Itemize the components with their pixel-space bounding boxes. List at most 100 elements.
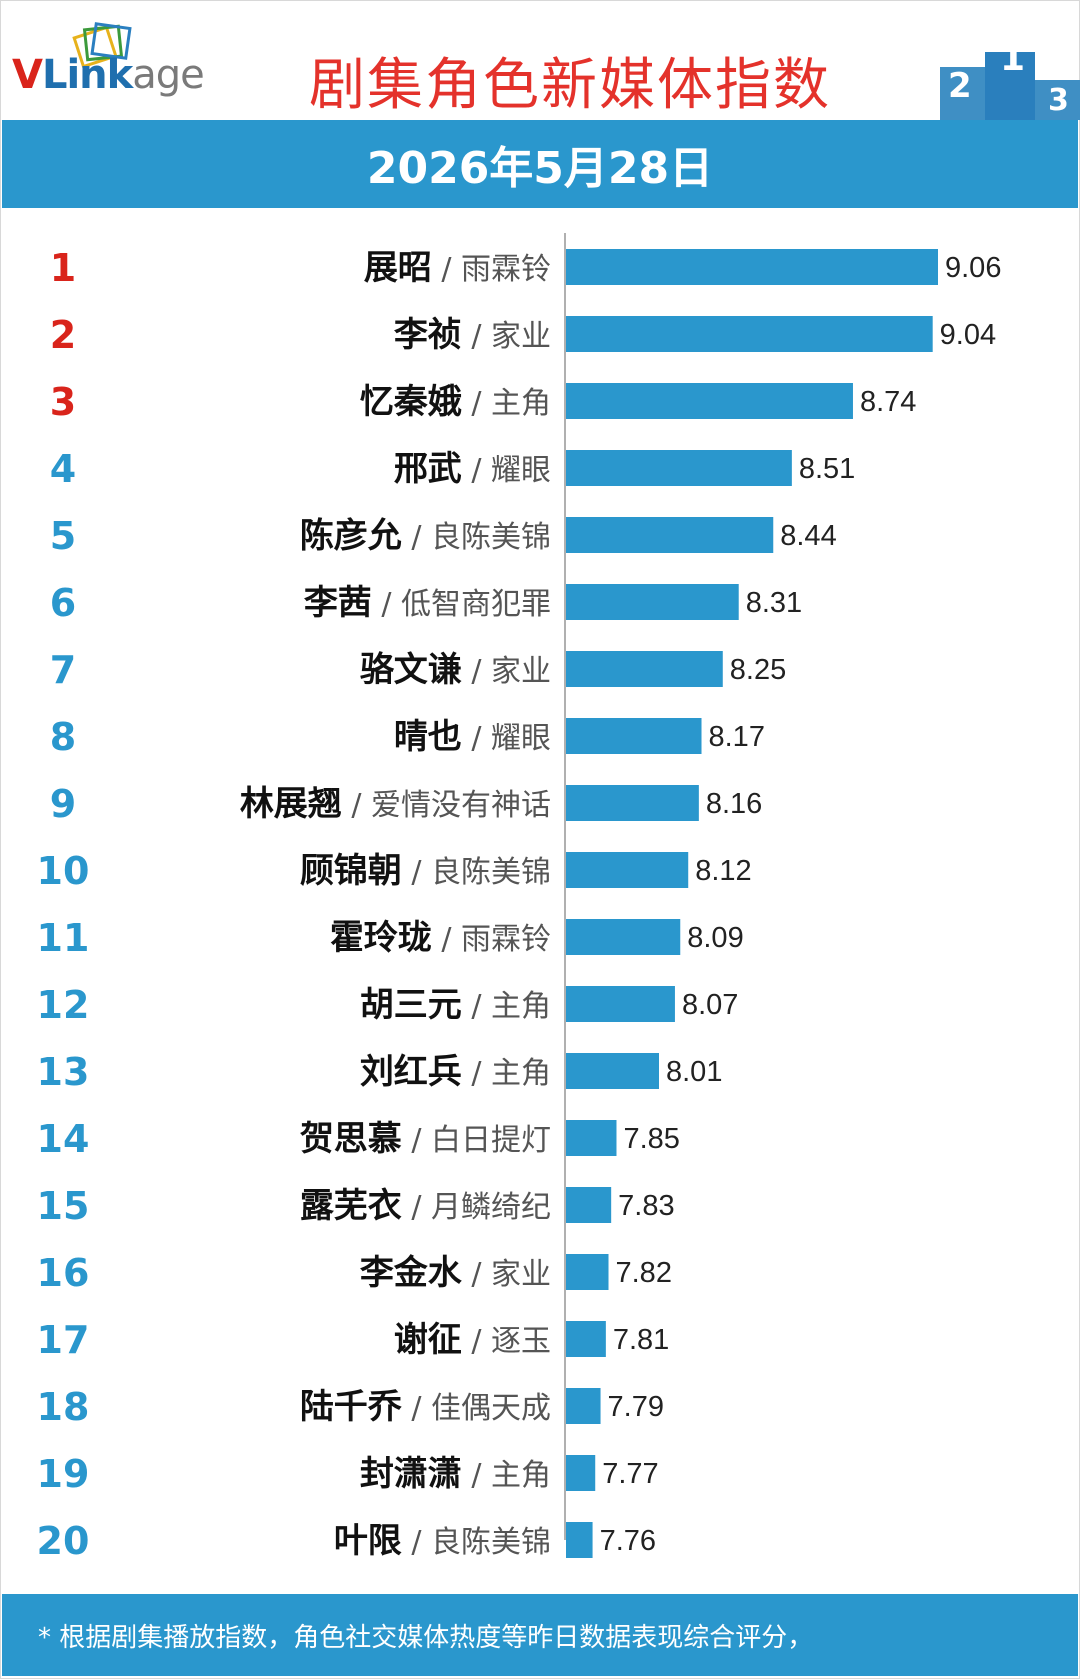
- value-label: 7.82: [616, 1257, 672, 1289]
- svg-text:1: 1: [1000, 38, 1025, 79]
- label-separator: /: [402, 855, 431, 890]
- value-label: 7.83: [618, 1190, 674, 1222]
- rank-number: 8: [50, 715, 76, 759]
- character-name: 李祯: [394, 315, 462, 355]
- label-separator: /: [462, 1458, 491, 1493]
- bar: [566, 1321, 606, 1357]
- value-label: 8.25: [730, 654, 786, 686]
- rank-number: 17: [37, 1318, 90, 1362]
- bar: [566, 316, 933, 352]
- value-label: 8.31: [746, 587, 802, 619]
- value-label: 8.17: [709, 721, 765, 753]
- date-banner: 2026年5月28日: [2, 120, 1078, 208]
- rank-number: 20: [37, 1519, 90, 1563]
- bar: [566, 1455, 596, 1491]
- character-name: 展昭: [364, 248, 432, 288]
- show-name: 耀眼: [491, 453, 551, 488]
- row-label: 顾锦朝 / 良陈美锦: [300, 851, 551, 891]
- row-label: 封潇潇 / 主角: [360, 1454, 551, 1494]
- character-name: 林展翘: [240, 784, 342, 824]
- bar: [566, 517, 774, 553]
- label-separator: /: [462, 1324, 491, 1359]
- page-title: 剧集角色新媒体指数: [309, 53, 831, 118]
- show-name: 主角: [491, 1056, 551, 1091]
- show-name: 月鳞绮纪: [431, 1190, 551, 1225]
- rank-number: 3: [50, 380, 76, 424]
- bar: [566, 785, 699, 821]
- value-label: 8.51: [799, 453, 855, 485]
- chart-date: 2026年5月28日: [366, 143, 714, 194]
- label-separator: /: [462, 453, 491, 488]
- value-label: 9.04: [940, 319, 996, 351]
- character-name: 陈彦允: [300, 516, 402, 556]
- vlinkage-logo: VLinkage: [12, 18, 242, 98]
- character-name: 邢武: [394, 449, 462, 489]
- row-label: 展昭 / 雨霖铃: [364, 248, 551, 288]
- show-name: 逐玉: [491, 1324, 551, 1359]
- row-label: 骆文谦 / 家业: [360, 650, 551, 690]
- label-separator: /: [402, 1391, 431, 1426]
- character-name: 骆文谦: [360, 650, 462, 690]
- bar: [566, 852, 689, 888]
- rank-number: 14: [37, 1117, 90, 1161]
- logo-age: age: [132, 52, 205, 98]
- show-name: 耀眼: [491, 721, 551, 756]
- footer-note-banner: * 根据剧集播放指数，角色社交媒体热度等昨日数据表现综合评分，: [2, 1594, 1078, 1676]
- rank-number: 5: [50, 514, 76, 558]
- podium-icon: 2 1 3: [940, 38, 1080, 120]
- row-label: 林展翘 / 爱情没有神话: [240, 784, 551, 824]
- character-name: 胡三元: [360, 985, 462, 1025]
- show-name: 雨霖铃: [461, 252, 551, 287]
- row-label: 刘红兵 / 主角: [360, 1052, 551, 1092]
- bar: [566, 1120, 617, 1156]
- value-label: 7.76: [600, 1525, 656, 1557]
- value-label: 8.16: [706, 788, 762, 820]
- row-label: 陈彦允 / 良陈美锦: [300, 516, 551, 556]
- label-separator: /: [462, 721, 491, 756]
- row-label: 谢征 / 逐玉: [394, 1320, 551, 1360]
- value-label: 7.85: [623, 1123, 679, 1155]
- bar: [566, 1254, 609, 1290]
- value-label: 7.77: [602, 1458, 658, 1490]
- show-name: 爱情没有神话: [371, 788, 551, 823]
- bar: [566, 718, 702, 754]
- bar: [566, 1053, 659, 1089]
- show-name: 白日提灯: [431, 1123, 551, 1158]
- character-name: 陆千乔: [300, 1387, 403, 1427]
- rank-number: 19: [37, 1452, 90, 1496]
- character-name: 顾锦朝: [300, 851, 402, 891]
- rank-number: 16: [37, 1251, 90, 1295]
- logo-link: Link: [41, 52, 133, 98]
- character-name: 李茜: [304, 583, 372, 623]
- character-name: 忆秦娥: [360, 382, 462, 422]
- label-separator: /: [402, 1190, 431, 1225]
- rank-number: 15: [37, 1184, 90, 1228]
- rank-number: 7: [50, 648, 76, 692]
- row-label: 李祯 / 家业: [394, 315, 551, 355]
- show-name: 主角: [491, 989, 551, 1024]
- show-name: 家业: [491, 1257, 551, 1292]
- character-name: 叶限: [334, 1521, 402, 1561]
- rank-number: 1: [50, 246, 76, 290]
- show-name: 佳偶天成: [431, 1391, 551, 1426]
- character-name: 贺思慕: [300, 1119, 402, 1159]
- rank-number: 2: [50, 313, 76, 357]
- value-label: 8.44: [780, 520, 836, 552]
- character-name: 晴也: [394, 717, 462, 757]
- footer-note: * 根据剧集播放指数，角色社交媒体热度等昨日数据表现综合评分，: [38, 1622, 814, 1653]
- bar: [566, 450, 792, 486]
- bar: [566, 651, 723, 687]
- rank-number: 6: [50, 581, 76, 625]
- row-label: 忆秦娥 / 主角: [360, 382, 551, 422]
- bar: [566, 1187, 612, 1223]
- row-label: 贺思慕 / 白日提灯: [300, 1119, 551, 1159]
- character-name: 谢征: [394, 1320, 462, 1360]
- value-label: 8.74: [860, 386, 916, 418]
- show-name: 主角: [491, 386, 551, 421]
- value-label: 7.81: [613, 1324, 669, 1356]
- logo-frames-icon: [72, 22, 132, 69]
- label-separator: /: [402, 520, 431, 555]
- row-label: 叶限 / 良陈美锦: [334, 1521, 551, 1561]
- rank-number: 11: [37, 916, 90, 960]
- value-label: 9.06: [945, 252, 1001, 284]
